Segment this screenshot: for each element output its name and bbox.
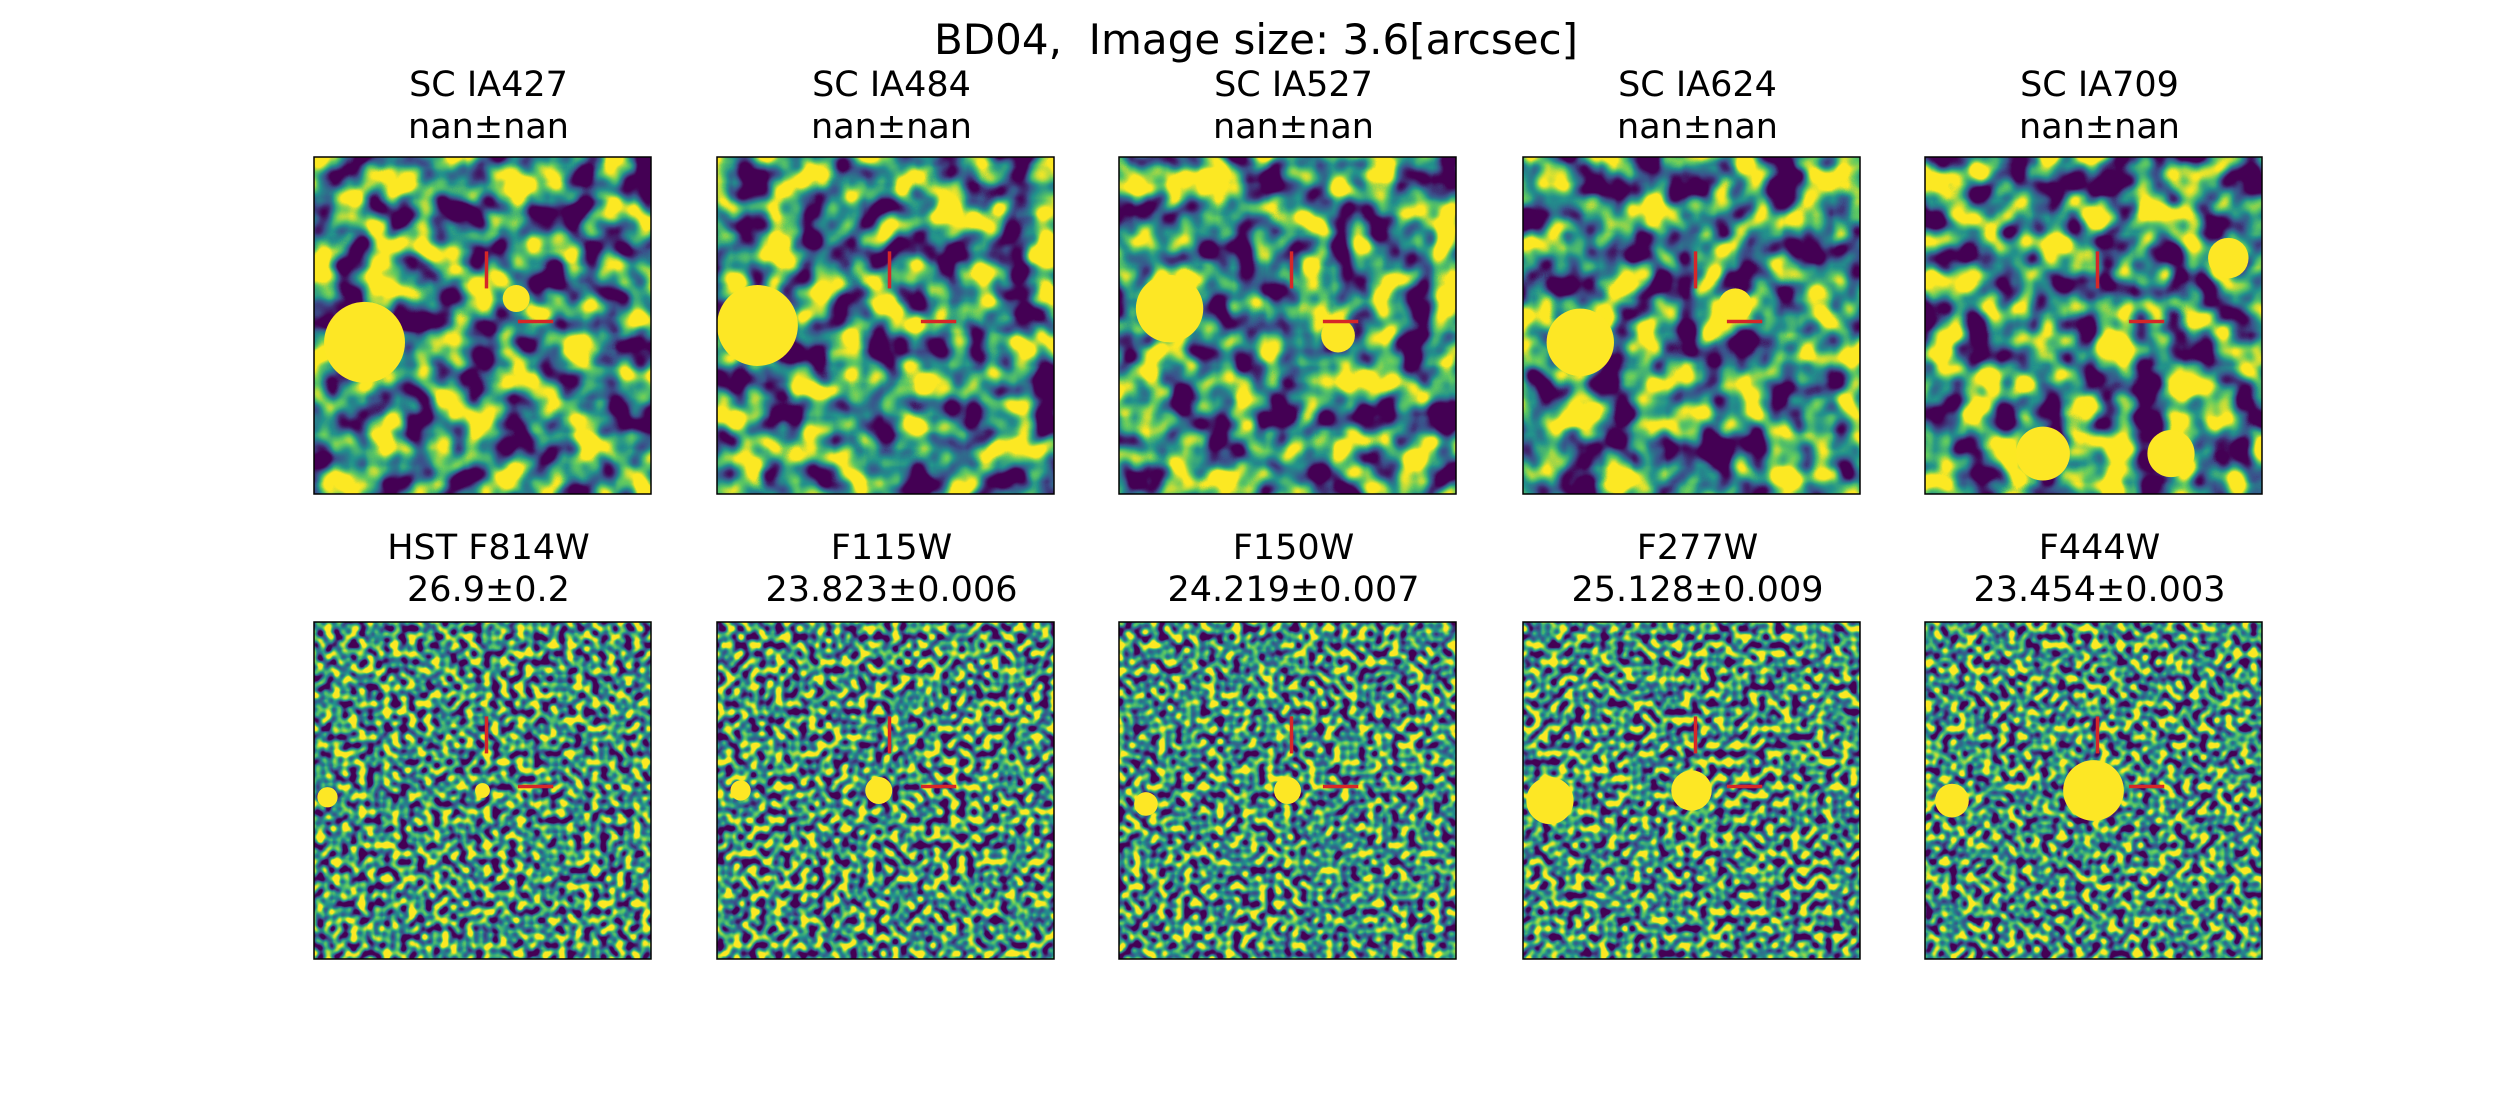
panel-magnitude: nan±nan: [2019, 107, 2180, 147]
panel-band: HST F814W: [387, 528, 590, 568]
image-panel: [314, 622, 651, 959]
source-blob: [2208, 237, 2249, 279]
source-blob: [324, 301, 405, 383]
panel-frame: [1118, 621, 1457, 960]
cutout-image: [1925, 157, 2262, 494]
source-blob: [1935, 783, 1969, 818]
image-panel: [1119, 157, 1456, 494]
source-blob: [475, 783, 490, 798]
image-panel: [1523, 622, 1860, 959]
source-blob: [717, 285, 798, 366]
source-blob: [865, 777, 893, 804]
panel-band: F115W: [831, 528, 953, 568]
image-panel: [717, 157, 1054, 494]
panel-frame: [313, 621, 652, 960]
image-panel: [1925, 622, 2262, 959]
image-panel: [717, 622, 1054, 959]
panel-magnitude: 24.219±0.007: [1168, 570, 1420, 610]
panel-magnitude: 25.128±0.009: [1572, 570, 1824, 610]
panel-band: F150W: [1233, 528, 1355, 568]
panel-frame: [1522, 156, 1861, 495]
panel-magnitude: 23.454±0.003: [1974, 570, 2226, 610]
source-blob: [1526, 777, 1574, 825]
panel-frame: [1118, 156, 1457, 495]
panel-magnitude: nan±nan: [1617, 107, 1778, 147]
image-panel: [1119, 622, 1456, 959]
panel-magnitude: nan±nan: [811, 107, 972, 147]
image-panel: [314, 157, 651, 494]
source-blob: [1671, 770, 1712, 811]
panel-band: SC IA709: [2020, 65, 2179, 105]
source-blob: [1321, 318, 1355, 353]
source-blob: [2015, 426, 2070, 481]
panel-band: SC IA527: [1214, 65, 1373, 105]
panel-band: SC IA427: [409, 65, 568, 105]
source-blob: [730, 780, 751, 801]
image-panel: [1523, 157, 1860, 494]
source-blob: [1718, 288, 1753, 323]
panel-frame: [716, 621, 1055, 960]
source-blob: [1274, 777, 1301, 804]
panel-frame: [313, 156, 652, 495]
source-blob: [1135, 274, 1204, 343]
source-blob: [2147, 429, 2195, 478]
image-panel: [1925, 157, 2262, 494]
panel-magnitude: 23.823±0.006: [766, 570, 1018, 610]
panel-magnitude: nan±nan: [1213, 107, 1374, 147]
panel-band: F444W: [2039, 528, 2161, 568]
source-blob: [2063, 760, 2124, 821]
source-blob: [1546, 308, 1614, 377]
panel-magnitude: nan±nan: [408, 107, 569, 147]
panel-magnitude: 26.9±0.2: [407, 570, 570, 610]
panel-frame: [1924, 156, 2263, 495]
panel-band: SC IA624: [1618, 65, 1777, 105]
panel-band: F277W: [1637, 528, 1759, 568]
figure-title: BD04, Image size: 3.6[arcsec]: [934, 15, 1578, 64]
panel-frame: [1924, 621, 2263, 960]
panel-band: SC IA484: [812, 65, 971, 105]
panel-frame: [716, 156, 1055, 495]
source-blob: [317, 787, 338, 808]
source-blob: [502, 285, 530, 313]
source-blob: [1134, 792, 1158, 816]
panel-frame: [1522, 621, 1861, 960]
